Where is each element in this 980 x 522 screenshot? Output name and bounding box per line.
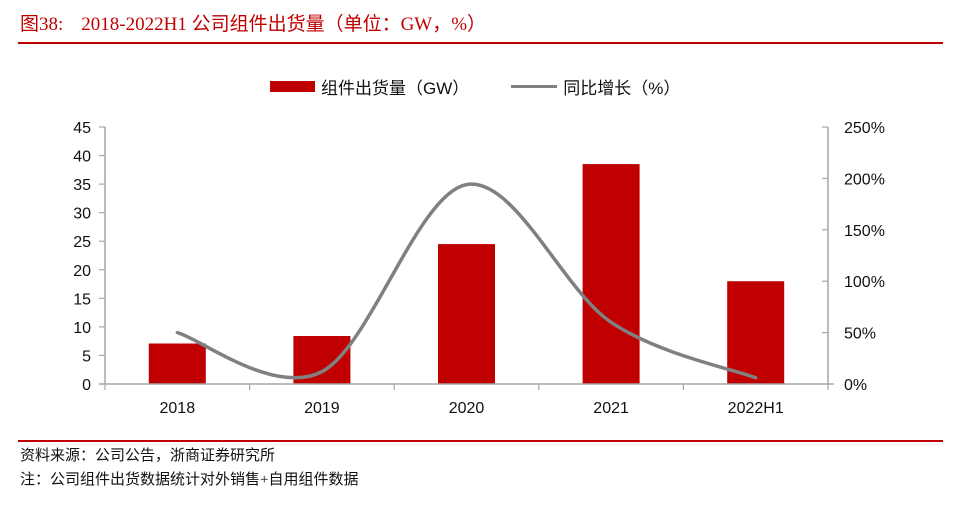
source-note: 资料来源：公司公告，浙商证券研究所	[20, 448, 276, 464]
x-tick-label: 2022H1	[728, 400, 784, 417]
yoy-growth-line	[175, 182, 758, 380]
x-tick-label: 2019	[304, 400, 340, 417]
bar-series	[148, 164, 785, 384]
legend-bar-swatch	[270, 81, 315, 92]
y-left-tick-label: 25	[73, 234, 91, 251]
footer-divider	[18, 440, 943, 442]
y-right-tick-label: 0%	[844, 377, 867, 394]
legend-line-swatch	[511, 85, 558, 88]
tick-labels: 0 5 10 15 20 25 30 35 40 45 0% 50% 100% 150% 200% 250% 2…	[73, 120, 885, 417]
y-left-tick-label: 0	[82, 377, 91, 394]
y-left-tick-label: 35	[73, 177, 91, 194]
y-left-tick-label: 45	[73, 120, 91, 137]
x-tick-label: 2020	[449, 400, 485, 417]
y-left-tick-label: 40	[73, 149, 91, 166]
bar-2018	[148, 343, 206, 384]
y-left-tick-label: 20	[73, 263, 91, 280]
legend-bar-label: 组件出货量（GW）	[321, 79, 470, 98]
bar-2022H1	[727, 281, 785, 384]
y-right-tick-label: 150%	[844, 223, 885, 240]
y-right-tick-label: 200%	[844, 171, 885, 188]
bar-2020	[438, 244, 495, 384]
figure-title: 图38: 2018-2022H1 公司组件出货量（单位：GW，%）	[20, 9, 486, 36]
y-right-tick-label: 250%	[844, 120, 885, 137]
y-right-tick-label: 100%	[844, 274, 885, 291]
y-left-tick-label: 5	[82, 348, 91, 365]
axes	[99, 126, 834, 390]
chart-legend: 组件出货量（GW） 同比增长（%）	[270, 74, 680, 99]
y-left-tick-label: 30	[73, 206, 91, 223]
y-right-tick-label: 50%	[844, 326, 876, 343]
y-left-tick-label: 10	[73, 320, 91, 337]
line-series	[175, 182, 758, 380]
title-divider	[18, 42, 943, 44]
y-left-tick-label: 15	[73, 291, 91, 308]
legend-line-label: 同比增长（%）	[563, 79, 681, 98]
footnote: 注：公司组件出货数据统计对外销售+自用组件数据	[20, 472, 359, 488]
figure-label: 图38:	[20, 14, 64, 35]
x-tick-label: 2018	[160, 400, 196, 417]
x-tick-label: 2021	[593, 400, 629, 417]
bar-2021	[582, 164, 640, 384]
figure-title-text: 2018-2022H1 公司组件出货量（单位：GW，%）	[81, 14, 487, 35]
